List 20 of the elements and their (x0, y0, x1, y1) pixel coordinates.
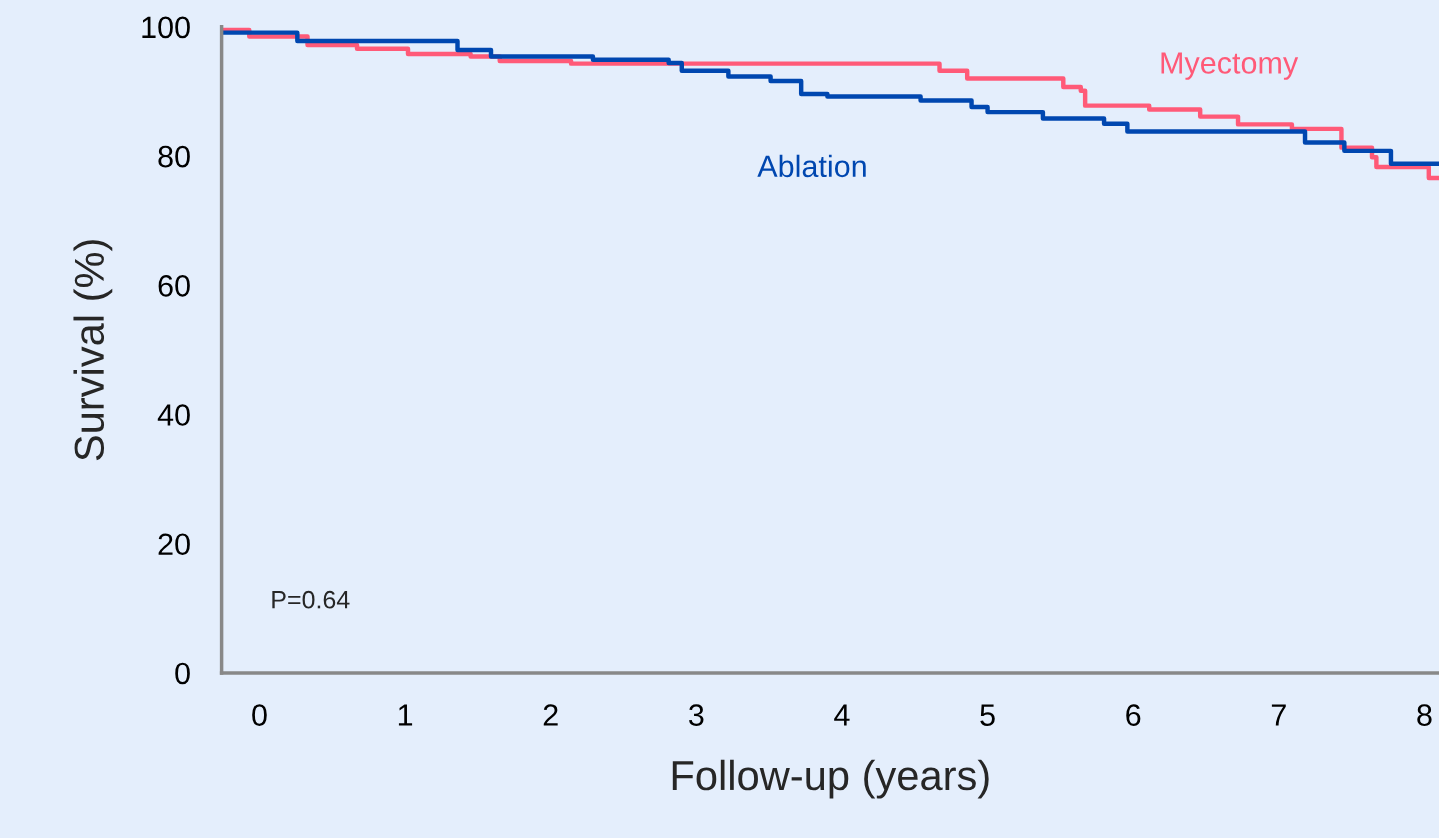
x-tick-label: 4 (834, 704, 850, 726)
x-tick-label: 6 (1126, 704, 1141, 726)
y-axis-title: Survival (%) (73, 240, 113, 461)
y-tick-label: 60 (158, 274, 190, 297)
series-label: Ablation (757, 154, 866, 178)
x-tick-label: 7 (1271, 704, 1286, 726)
annotation: P=0.64 (272, 590, 350, 609)
x-tick-label: 2 (543, 704, 558, 726)
x-tick-label: 1 (398, 704, 413, 726)
y-tick-label: 100 (142, 16, 190, 39)
x-axis-title: Follow-up (years) (672, 759, 989, 799)
x-tick-label: 5 (980, 704, 995, 726)
x-tick-label: 3 (689, 704, 704, 726)
y-tick-label: 40 (157, 404, 190, 426)
y-tick-label: 20 (158, 533, 190, 556)
x-tick-label: 8 (1417, 704, 1432, 726)
series-label: Myectomy (1161, 52, 1299, 80)
y-tick-label: 0 (175, 662, 190, 685)
y-tick-label: 80 (158, 145, 190, 168)
x-tick-label: 0 (252, 704, 267, 726)
